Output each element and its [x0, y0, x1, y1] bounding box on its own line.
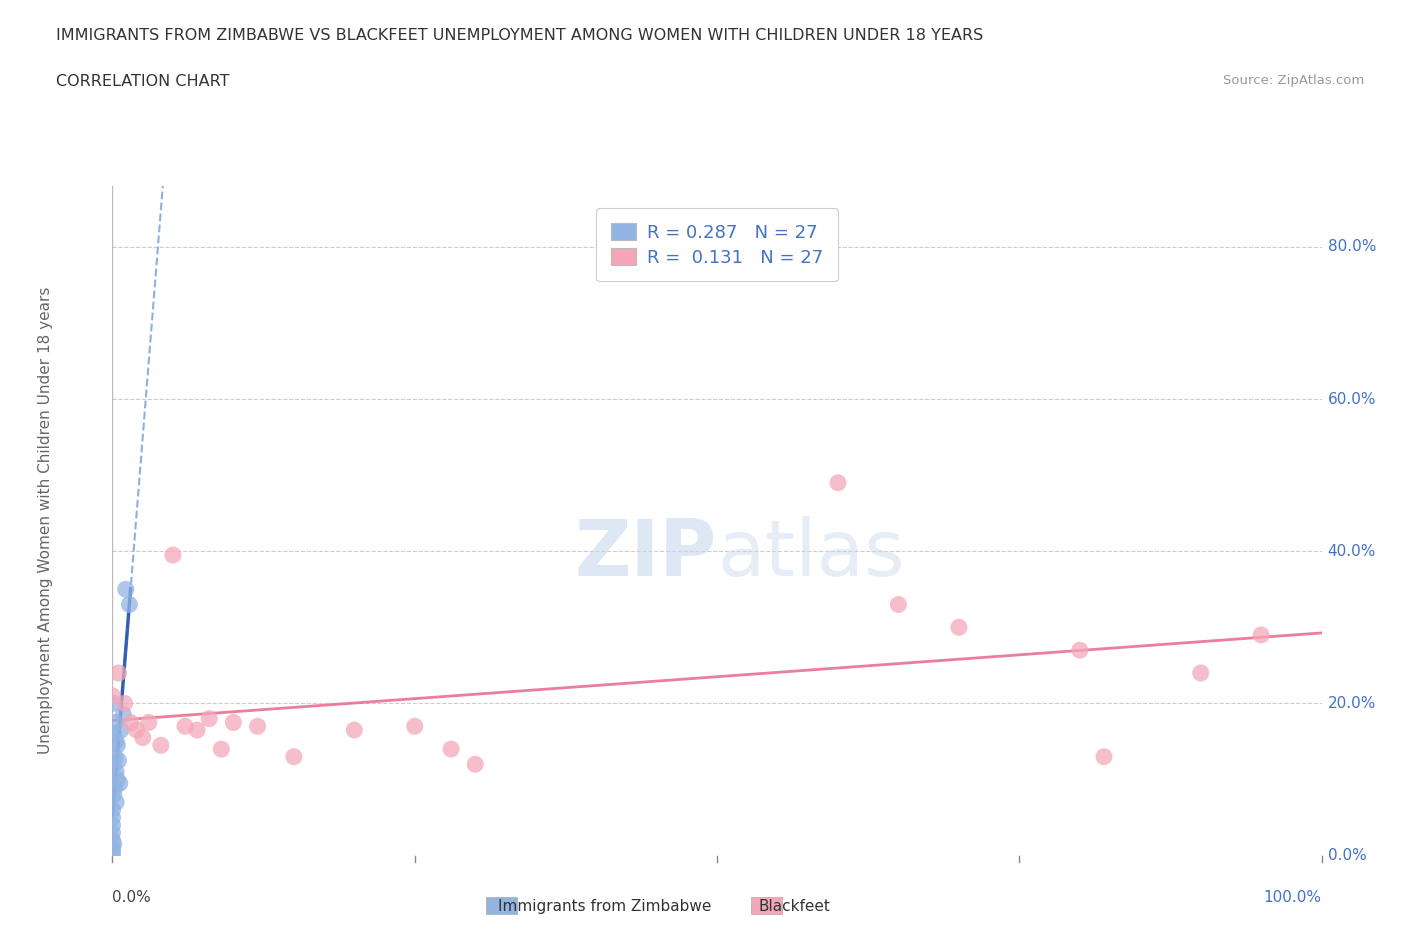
Point [149, 737, 172, 752]
Point [101, 841, 124, 856]
Text: 0.0%: 0.0% [1327, 848, 1367, 863]
Text: ZIP: ZIP [575, 516, 717, 592]
Point [105, 764, 128, 779]
Text: Source: ZipAtlas.com: Source: ZipAtlas.com [1223, 74, 1364, 87]
Text: CORRELATION CHART: CORRELATION CHART [56, 74, 229, 89]
Point [105, 772, 128, 787]
Point [101, 688, 124, 703]
Point [105, 795, 128, 810]
Point [404, 719, 426, 734]
Point [110, 723, 132, 737]
Point [101, 844, 124, 859]
Point [138, 715, 160, 730]
Point [125, 723, 148, 737]
Point [103, 788, 125, 803]
Point [107, 666, 129, 681]
Point [104, 750, 127, 764]
Text: 60.0%: 60.0% [1327, 392, 1376, 406]
Point [887, 597, 910, 612]
Point [440, 741, 463, 756]
Point [186, 723, 208, 737]
Text: 100.0%: 100.0% [1264, 890, 1322, 905]
Point [118, 597, 141, 612]
Point [1069, 643, 1091, 658]
Point [101, 848, 124, 863]
Point [101, 833, 124, 848]
Point [112, 708, 135, 723]
Point [1092, 750, 1115, 764]
Legend: R = 0.287   N = 27, R =  0.131   N = 27: R = 0.287 N = 27, R = 0.131 N = 27 [596, 208, 838, 281]
Point [174, 719, 197, 734]
Point [1189, 666, 1212, 681]
Point [132, 730, 155, 745]
Point [104, 715, 127, 730]
Point [209, 741, 232, 756]
Point [104, 779, 127, 794]
Point [343, 723, 366, 737]
Point [101, 810, 124, 825]
Point [105, 734, 128, 749]
Text: 20.0%: 20.0% [1327, 696, 1376, 711]
Text: atlas: atlas [717, 516, 904, 592]
Point [283, 750, 305, 764]
Text: 40.0%: 40.0% [1327, 544, 1376, 559]
Text: Immigrants from Zimbabwe: Immigrants from Zimbabwe [498, 899, 711, 914]
Point [108, 776, 131, 790]
Point [107, 753, 129, 768]
Point [1250, 628, 1272, 643]
Point [114, 696, 136, 711]
Point [120, 715, 142, 730]
Point [198, 711, 221, 726]
Point [246, 719, 269, 734]
Point [103, 757, 125, 772]
Bar [486, 897, 517, 914]
Point [101, 803, 124, 817]
Point [103, 837, 125, 852]
Point [101, 825, 124, 840]
Text: IMMIGRANTS FROM ZIMBABWE VS BLACKFEET UNEMPLOYMENT AMONG WOMEN WITH CHILDREN UND: IMMIGRANTS FROM ZIMBABWE VS BLACKFEET UN… [56, 28, 983, 43]
Bar [751, 897, 782, 914]
Point [222, 715, 245, 730]
Point [101, 817, 124, 832]
Text: 0.0%: 0.0% [112, 890, 152, 905]
Point [103, 696, 125, 711]
Point [948, 620, 970, 635]
Point [464, 757, 486, 772]
Point [105, 737, 128, 752]
Text: Blackfeet: Blackfeet [758, 899, 831, 914]
Point [114, 582, 136, 597]
Point [827, 475, 849, 490]
Point [103, 726, 125, 741]
Point [162, 548, 184, 563]
Text: 80.0%: 80.0% [1327, 239, 1376, 255]
Text: Unemployment Among Women with Children Under 18 years: Unemployment Among Women with Children U… [38, 287, 53, 754]
